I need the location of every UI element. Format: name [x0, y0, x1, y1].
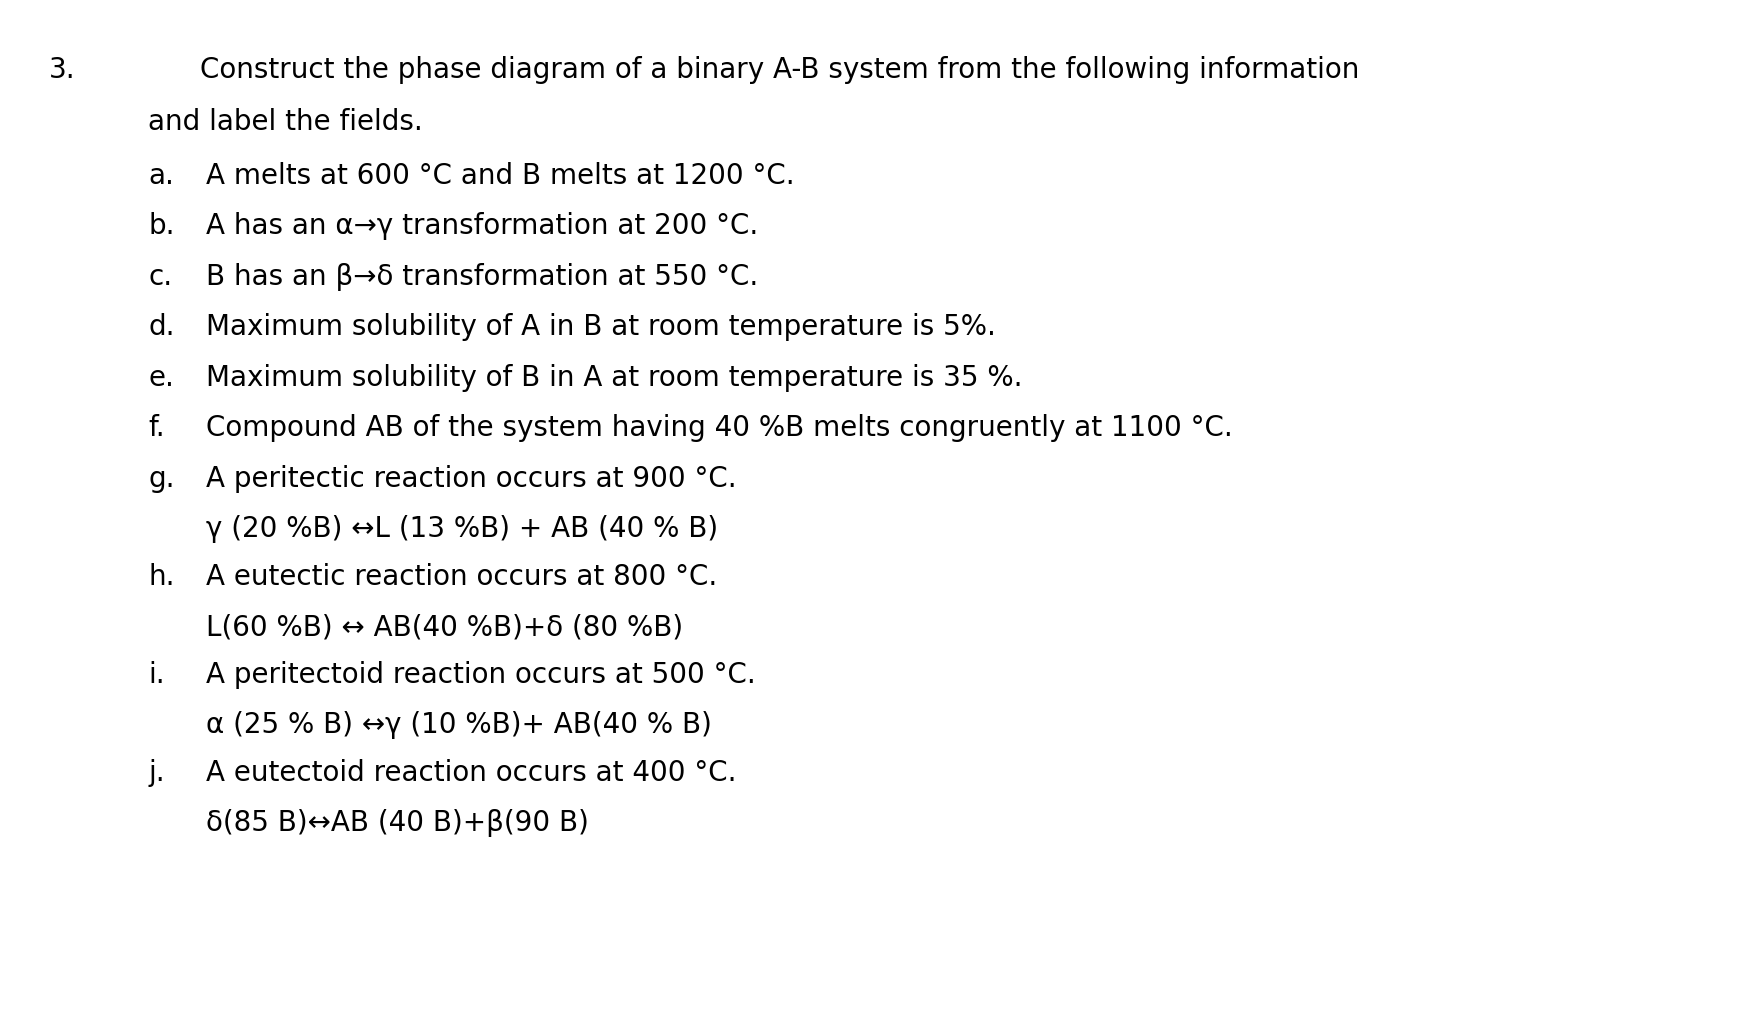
- Text: A eutectoid reaction occurs at 400 °C.: A eutectoid reaction occurs at 400 °C.: [206, 759, 737, 787]
- Text: A melts at 600 °C and B melts at 1200 °C.: A melts at 600 °C and B melts at 1200 °C…: [206, 162, 794, 190]
- Text: α (25 % B) ↔γ (10 %B)+ AB(40 % B): α (25 % B) ↔γ (10 %B)+ AB(40 % B): [206, 711, 711, 739]
- Text: a.: a.: [148, 162, 174, 190]
- Text: 3.: 3.: [49, 56, 75, 84]
- Text: i.: i.: [148, 661, 165, 689]
- Text: B has an β→δ transformation at 550 °C.: B has an β→δ transformation at 550 °C.: [206, 263, 758, 291]
- Text: j.: j.: [148, 759, 165, 787]
- Text: γ (20 %B) ↔L (13 %B) + AB (40 % B): γ (20 %B) ↔L (13 %B) + AB (40 % B): [206, 515, 718, 543]
- Text: b.: b.: [148, 212, 174, 240]
- Text: Maximum solubility of B in A at room temperature is 35 %.: Maximum solubility of B in A at room tem…: [206, 364, 1023, 392]
- Text: and label the fields.: and label the fields.: [148, 108, 423, 136]
- Text: A has an α→γ transformation at 200 °C.: A has an α→γ transformation at 200 °C.: [206, 212, 758, 240]
- Text: Compound AB of the system having 40 %B melts congruently at 1100 °C.: Compound AB of the system having 40 %B m…: [206, 414, 1232, 442]
- Text: A peritectoid reaction occurs at 500 °C.: A peritectoid reaction occurs at 500 °C.: [206, 661, 756, 689]
- Text: Maximum solubility of A in B at room temperature is 5%.: Maximum solubility of A in B at room tem…: [206, 313, 995, 341]
- Text: L(60 %B) ↔ AB(40 %B)+δ (80 %B): L(60 %B) ↔ AB(40 %B)+δ (80 %B): [206, 613, 683, 641]
- Text: c.: c.: [148, 263, 172, 291]
- Text: d.: d.: [148, 313, 174, 341]
- Text: f.: f.: [148, 414, 165, 442]
- Text: Construct the phase diagram of a binary A-B system from the following informatio: Construct the phase diagram of a binary …: [200, 56, 1361, 84]
- Text: h.: h.: [148, 563, 174, 591]
- Text: δ(85 B)↔AB (40 B)+β(90 B): δ(85 B)↔AB (40 B)+β(90 B): [206, 809, 589, 837]
- Text: A peritectic reaction occurs at 900 °C.: A peritectic reaction occurs at 900 °C.: [206, 465, 737, 493]
- Text: e.: e.: [148, 364, 174, 392]
- Text: g.: g.: [148, 465, 174, 493]
- Text: A eutectic reaction occurs at 800 °C.: A eutectic reaction occurs at 800 °C.: [206, 563, 716, 591]
